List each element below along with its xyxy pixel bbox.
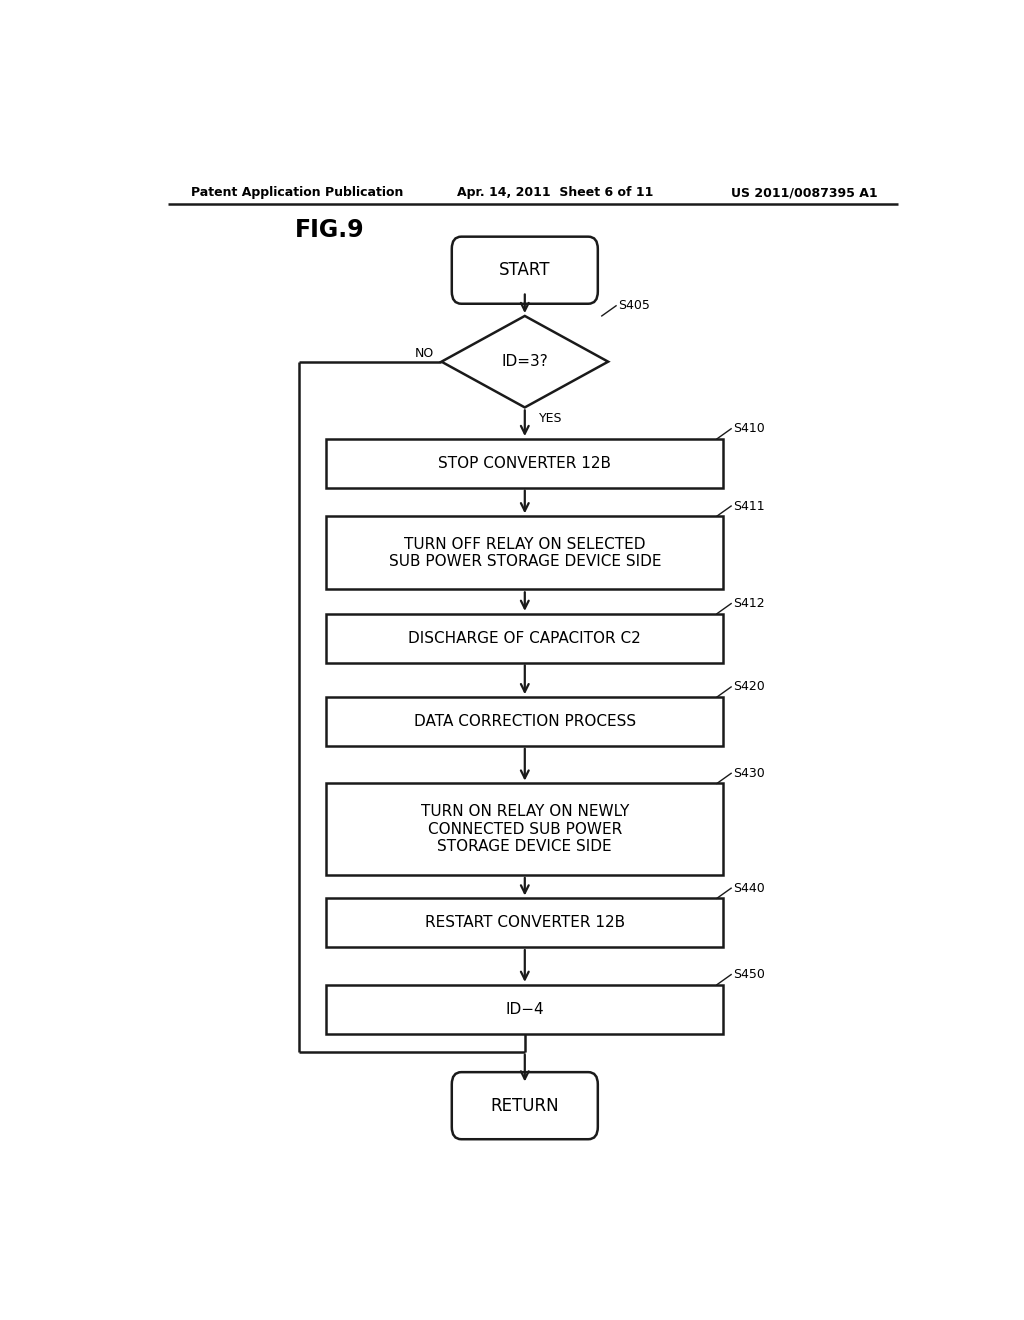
Text: S420: S420 bbox=[733, 680, 765, 693]
Text: S411: S411 bbox=[733, 499, 765, 512]
Text: START: START bbox=[499, 261, 551, 280]
Bar bbox=[327, 784, 723, 875]
Text: NO: NO bbox=[415, 347, 433, 360]
Text: S405: S405 bbox=[618, 300, 650, 313]
Text: S412: S412 bbox=[733, 597, 765, 610]
Bar bbox=[327, 697, 723, 746]
FancyBboxPatch shape bbox=[452, 236, 598, 304]
Text: TURN ON RELAY ON NEWLY
CONNECTED SUB POWER
STORAGE DEVICE SIDE: TURN ON RELAY ON NEWLY CONNECTED SUB POW… bbox=[421, 804, 629, 854]
Polygon shape bbox=[441, 315, 608, 408]
Text: DISCHARGE OF CAPACITOR C2: DISCHARGE OF CAPACITOR C2 bbox=[409, 631, 641, 645]
Bar bbox=[327, 614, 723, 663]
Text: Patent Application Publication: Patent Application Publication bbox=[191, 186, 403, 199]
Text: FIG.9: FIG.9 bbox=[295, 218, 365, 242]
Bar bbox=[327, 985, 723, 1034]
Text: S450: S450 bbox=[733, 968, 765, 981]
Bar bbox=[327, 440, 723, 487]
Text: ID=3?: ID=3? bbox=[502, 354, 548, 370]
Text: RETURN: RETURN bbox=[490, 1097, 559, 1114]
Bar bbox=[327, 516, 723, 589]
FancyBboxPatch shape bbox=[452, 1072, 598, 1139]
Text: ID−4: ID−4 bbox=[506, 1002, 544, 1016]
Text: DATA CORRECTION PROCESS: DATA CORRECTION PROCESS bbox=[414, 714, 636, 729]
Text: S430: S430 bbox=[733, 767, 765, 780]
Text: US 2011/0087395 A1: US 2011/0087395 A1 bbox=[731, 186, 878, 199]
Text: S410: S410 bbox=[733, 422, 765, 436]
Text: TURN OFF RELAY ON SELECTED
SUB POWER STORAGE DEVICE SIDE: TURN OFF RELAY ON SELECTED SUB POWER STO… bbox=[388, 536, 662, 569]
Text: S440: S440 bbox=[733, 882, 765, 895]
Text: Apr. 14, 2011  Sheet 6 of 11: Apr. 14, 2011 Sheet 6 of 11 bbox=[458, 186, 653, 199]
Text: RESTART CONVERTER 12B: RESTART CONVERTER 12B bbox=[425, 915, 625, 931]
Bar bbox=[327, 899, 723, 948]
Text: YES: YES bbox=[539, 412, 562, 425]
Text: STOP CONVERTER 12B: STOP CONVERTER 12B bbox=[438, 455, 611, 471]
